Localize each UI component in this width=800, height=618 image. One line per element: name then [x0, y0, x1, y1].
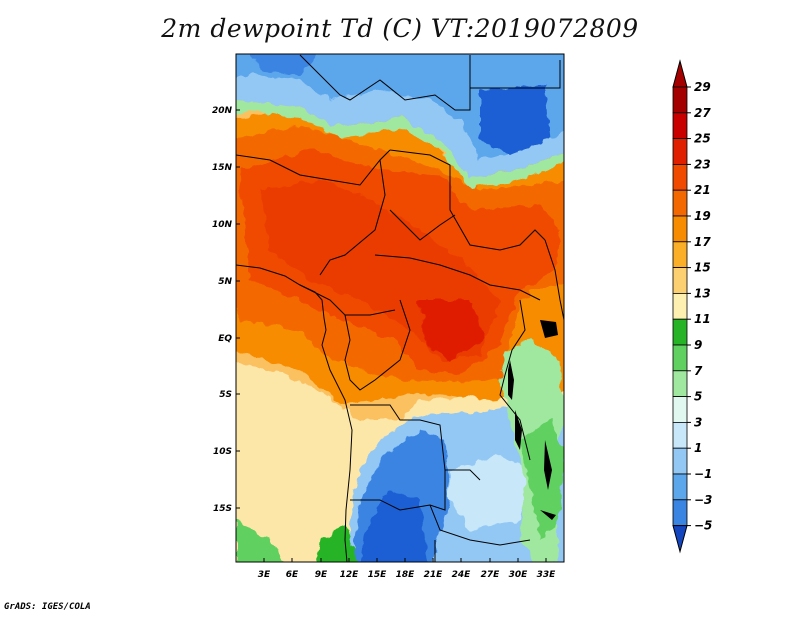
field-green-east-2 — [520, 420, 564, 540]
map-frame — [235, 53, 565, 563]
lat-label: 10N — [212, 220, 233, 230]
lake-tanganyika-south — [515, 410, 522, 450]
colorbar-label: 13 — [694, 286, 711, 300]
grads-credit: GrADS: IGES/COLA — [4, 602, 91, 612]
colorbar-top-arrow — [672, 59, 688, 88]
colorbar-segment — [672, 370, 688, 397]
lon-label: 15E — [368, 570, 388, 580]
colorbar-label: 21 — [694, 183, 711, 197]
lon-label: 27E — [481, 570, 501, 580]
longitude-axis: 3E 6E 9E 12E 15E 18E 21E 24E 27E 30E 33E — [258, 558, 556, 580]
colorbar-label: 23 — [694, 157, 711, 171]
border-sudan-east — [544, 239, 564, 321]
border-car-drc — [374, 254, 541, 301]
lon-label: 6E — [286, 570, 299, 580]
lon-label: 12E — [340, 570, 360, 580]
lakes — [508, 320, 558, 520]
colorbar-label: −3 — [694, 493, 712, 507]
lon-label: 18E — [396, 570, 416, 580]
lon-label: 9E — [315, 570, 328, 580]
colorbar-segment — [672, 189, 688, 217]
lon-label: 3E — [258, 570, 271, 580]
field-cool-north-3 — [252, 54, 317, 75]
colorbar-segment — [672, 163, 688, 191]
field-green-north — [236, 100, 564, 188]
border-angola-namibia — [350, 470, 446, 511]
border-nigeria-cameroon — [319, 159, 386, 276]
dewpoint-map-panel — [236, 54, 564, 562]
lat-label: 15N — [212, 163, 233, 173]
lake-tanganyika-north — [508, 360, 514, 400]
lon-label: 30E — [509, 570, 529, 580]
border-congo-drc — [344, 299, 411, 391]
colorbar-label: 1 — [694, 441, 702, 455]
lake-kariba — [540, 510, 556, 520]
colorbar-label: 25 — [694, 132, 711, 146]
colorbar-segment — [672, 138, 688, 165]
coastline-west — [236, 264, 353, 562]
colorbar-segment — [672, 447, 688, 475]
colorbar-label: −5 — [694, 519, 712, 533]
colorbar-label: 5 — [694, 390, 702, 404]
colorbar-segment — [672, 267, 688, 294]
lat-label: EQ — [218, 334, 232, 344]
border-north — [299, 54, 471, 111]
colorbar-label: 15 — [694, 261, 711, 275]
colorbar-segment — [672, 473, 688, 501]
colorbar-segment — [672, 215, 688, 243]
lon-label: 21E — [424, 570, 444, 580]
border-angola-drc — [350, 404, 481, 481]
lake-victoria — [540, 320, 558, 338]
colorbar-segment — [672, 292, 688, 320]
map-title: 2m dewpoint Td (C) VT:2019072809 — [161, 14, 639, 43]
field-green-southwest — [316, 525, 358, 562]
border-chad-sudan — [389, 149, 546, 251]
field-25c-core — [420, 300, 485, 360]
lake-malawi — [544, 440, 552, 490]
border-drc-east — [499, 299, 531, 461]
colorbar-segment — [672, 112, 688, 140]
colorbar-label: 11 — [694, 312, 711, 326]
colorbar-bottom-arrow — [672, 525, 688, 554]
colorbar-segment — [672, 344, 688, 372]
colorbar-segment — [672, 421, 688, 449]
colorbar-label: −1 — [694, 467, 712, 481]
colorbar-label: 19 — [694, 209, 711, 223]
lat-label: 20N — [212, 106, 233, 116]
colorbar-segment — [672, 396, 688, 423]
lat-label: 10S — [213, 447, 232, 457]
border-zambia-zimbabwe — [429, 504, 531, 546]
colorbar-segment — [672, 86, 688, 114]
field-green-southwest-2 — [236, 520, 285, 562]
border-libya-egypt-sudan — [470, 60, 561, 89]
lon-label: 33E — [537, 570, 557, 580]
colorbar-segment — [672, 241, 688, 269]
borders — [236, 54, 564, 562]
field-cool-south-4 — [450, 455, 530, 530]
colorbar-label: 9 — [694, 338, 702, 352]
colorbar-label: 7 — [694, 364, 703, 378]
latitude-axis: 20N 15N 10N 5N EQ 5S 10S 15S — [212, 106, 240, 514]
colorbar-label: 29 — [694, 80, 711, 94]
colorbar-label: 27 — [694, 106, 711, 120]
colorbar-segment — [672, 318, 688, 346]
colorbar-label: 17 — [694, 235, 711, 249]
lon-label: 24E — [452, 570, 472, 580]
colorbar-segment — [672, 499, 688, 526]
lat-label: 5N — [218, 277, 232, 287]
colorbar: 29 27 25 23 21 19 17 15 13 11 9 7 5 3 1 −1 −3 −5 — [672, 59, 712, 554]
lat-label: 5S — [219, 390, 232, 400]
field-cool-sudan — [480, 85, 550, 155]
colorbar-label: 3 — [694, 415, 702, 429]
lat-label: 15S — [213, 504, 232, 514]
border-chad-car — [389, 209, 456, 241]
